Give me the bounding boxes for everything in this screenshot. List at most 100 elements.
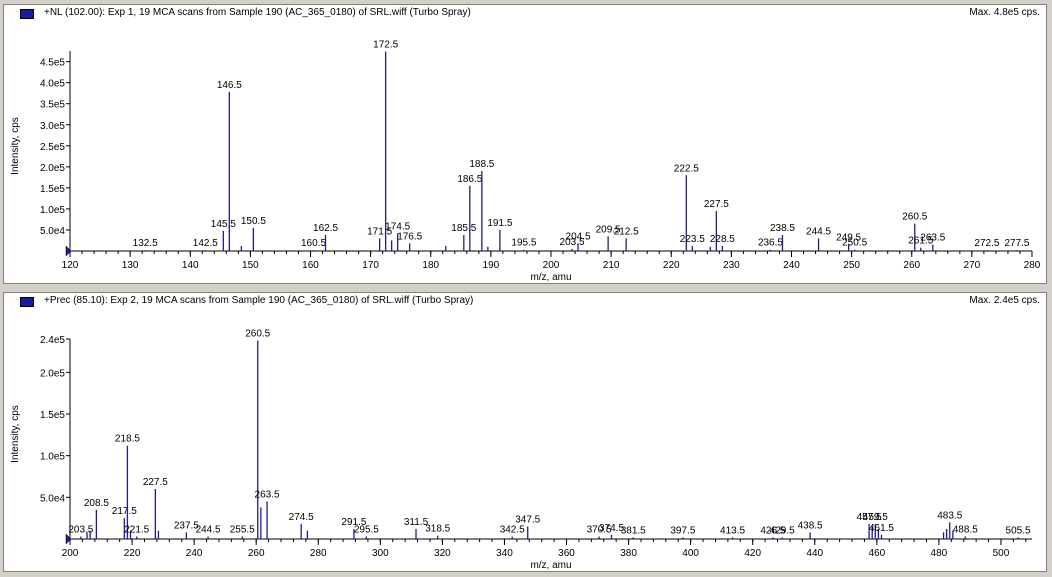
axis-origin-marker — [65, 533, 72, 545]
peak-label: 218.5 — [115, 434, 140, 445]
peak-label: 217.5 — [112, 506, 137, 517]
peak-label: 236.5 — [758, 238, 783, 249]
peak-label: 488.5 — [953, 525, 978, 536]
peak-label: 505.5 — [1006, 525, 1031, 536]
peak-label: 291.5 — [341, 517, 366, 528]
x-tick-label: 460 — [868, 548, 885, 559]
peak-label: 204.5 — [566, 231, 591, 242]
peak-label: 370.5 — [587, 525, 612, 536]
x-tick-label: 270 — [964, 260, 981, 271]
peak-label: 457.5 — [857, 512, 882, 523]
x-tick-label: 180 — [422, 260, 439, 271]
x-tick-label: 250 — [843, 260, 860, 271]
spectrum-chart-1[interactable]: 120 130 140 150 160 170 180 190 200 210 220 230 240 2… — [4, 5, 1046, 283]
axis-origin-marker — [65, 245, 72, 257]
y-tick-label: 2.5e5 — [40, 142, 65, 153]
x-tick-label: 240 — [783, 260, 800, 271]
peak-label: 223.5 — [680, 234, 705, 245]
y-tick-label: 1.5e5 — [40, 410, 65, 421]
peak-label: 244.5 — [196, 525, 221, 536]
peak-label: 413.5 — [720, 525, 745, 536]
y-tick-label: 1.5e5 — [40, 184, 65, 195]
peak-label: 295.5 — [354, 525, 379, 536]
x-axis-label: m/z, amu — [530, 560, 571, 571]
y-tick-label: 2.0e5 — [40, 163, 65, 174]
peak-label: 318.5 — [425, 524, 450, 535]
max-intensity-label: Max. 2.4e5 cps. — [969, 295, 1040, 306]
peak-label: 185.5 — [451, 223, 476, 234]
x-tick-label: 140 — [182, 260, 199, 271]
peak-label: 260.5 — [245, 329, 270, 340]
peak-label: 311.5 — [404, 517, 429, 528]
x-tick-label: 220 — [663, 260, 680, 271]
peak-label: 132.5 — [133, 238, 158, 249]
peak-label: 228.5 — [710, 234, 735, 245]
x-tick-label: 280 — [1024, 260, 1041, 271]
peak-label: 227.5 — [704, 199, 729, 210]
x-tick-label: 240 — [186, 548, 203, 559]
peak-label: 347.5 — [515, 515, 540, 526]
peak-label: 174.5 — [385, 221, 410, 232]
peak-label: 172.5 — [373, 40, 398, 51]
peak-label: 429.5 — [770, 525, 795, 536]
peak-label: 176.5 — [397, 231, 422, 242]
x-tick-label: 320 — [434, 548, 451, 559]
peak-label: 342.5 — [500, 525, 525, 536]
x-tick-label: 340 — [496, 548, 513, 559]
peak-label: 212.5 — [614, 226, 639, 237]
y-tick-label: 3.5e5 — [40, 100, 65, 111]
peak-label: 261.5 — [908, 236, 933, 247]
y-tick-label: 2.0e5 — [40, 368, 65, 379]
peak-label: 426.5 — [760, 525, 785, 536]
x-tick-label: 300 — [372, 548, 389, 559]
x-tick-label: 420 — [744, 548, 761, 559]
peak-label: 203.5 — [560, 237, 585, 248]
y-tick-label: 4.0e5 — [40, 79, 65, 90]
y-tick-label: 1.0e5 — [40, 205, 65, 216]
peak-label: 244.5 — [806, 226, 831, 237]
x-tick-label: 380 — [620, 548, 637, 559]
x-tick-label: 120 — [62, 260, 79, 271]
x-tick-label: 190 — [483, 260, 500, 271]
peak-label: 145.5 — [211, 219, 236, 230]
peak-label: 171.5 — [367, 226, 392, 237]
peak-label: 222.5 — [674, 163, 699, 174]
peak-label: 146.5 — [217, 80, 242, 91]
peak-label: 195.5 — [511, 238, 536, 249]
x-tick-label: 200 — [543, 260, 560, 271]
peak-label: 186.5 — [457, 174, 482, 185]
y-axis-label: Intensity, cps — [10, 405, 21, 463]
peak-label: 160.5 — [301, 238, 326, 249]
y-tick-label: 5.0e4 — [40, 226, 65, 237]
peak-label: 381.5 — [621, 525, 646, 536]
x-tick-label: 400 — [682, 548, 699, 559]
peak-label: 227.5 — [143, 477, 168, 488]
panel-select-marker[interactable] — [20, 9, 34, 19]
peak-label: 483.5 — [937, 510, 962, 521]
x-tick-label: 500 — [993, 548, 1010, 559]
peak-label: 191.5 — [487, 218, 512, 229]
x-tick-label: 210 — [603, 260, 620, 271]
x-axis-label: m/z, amu — [530, 272, 571, 283]
spectrum-panel-1[interactable]: +NL (102.00): Exp 1, 19 MCA scans from S… — [3, 4, 1047, 284]
y-tick-label: 5.0e4 — [40, 493, 65, 504]
peak-label: 461.5 — [869, 523, 894, 534]
peak-label: 250.5 — [842, 238, 867, 249]
x-tick-label: 440 — [806, 548, 823, 559]
peak-label: 209.5 — [596, 224, 621, 235]
spectrum-panel-2[interactable]: +Prec (85.10): Exp 2, 19 MCA scans from … — [3, 292, 1047, 572]
peak-label: 374.5 — [599, 523, 624, 534]
spectrum-chart-2[interactable]: 200 220 240 260 280 300 320 340 360 380 400 420 440 4… — [4, 293, 1046, 571]
panel-select-marker[interactable] — [20, 297, 34, 307]
x-tick-label: 480 — [931, 548, 948, 559]
x-tick-label: 280 — [310, 548, 327, 559]
peak-label: 150.5 — [241, 216, 266, 227]
peak-label: 277.5 — [1004, 238, 1029, 249]
peak-label: 238.5 — [770, 223, 795, 234]
x-tick-label: 360 — [558, 548, 575, 559]
x-tick-label: 260 — [248, 548, 265, 559]
peak-label: 438.5 — [798, 520, 823, 531]
y-axis-label: Intensity, cps — [10, 117, 21, 175]
peak-label: 274.5 — [289, 512, 314, 523]
peak-label: 272.5 — [974, 238, 999, 249]
